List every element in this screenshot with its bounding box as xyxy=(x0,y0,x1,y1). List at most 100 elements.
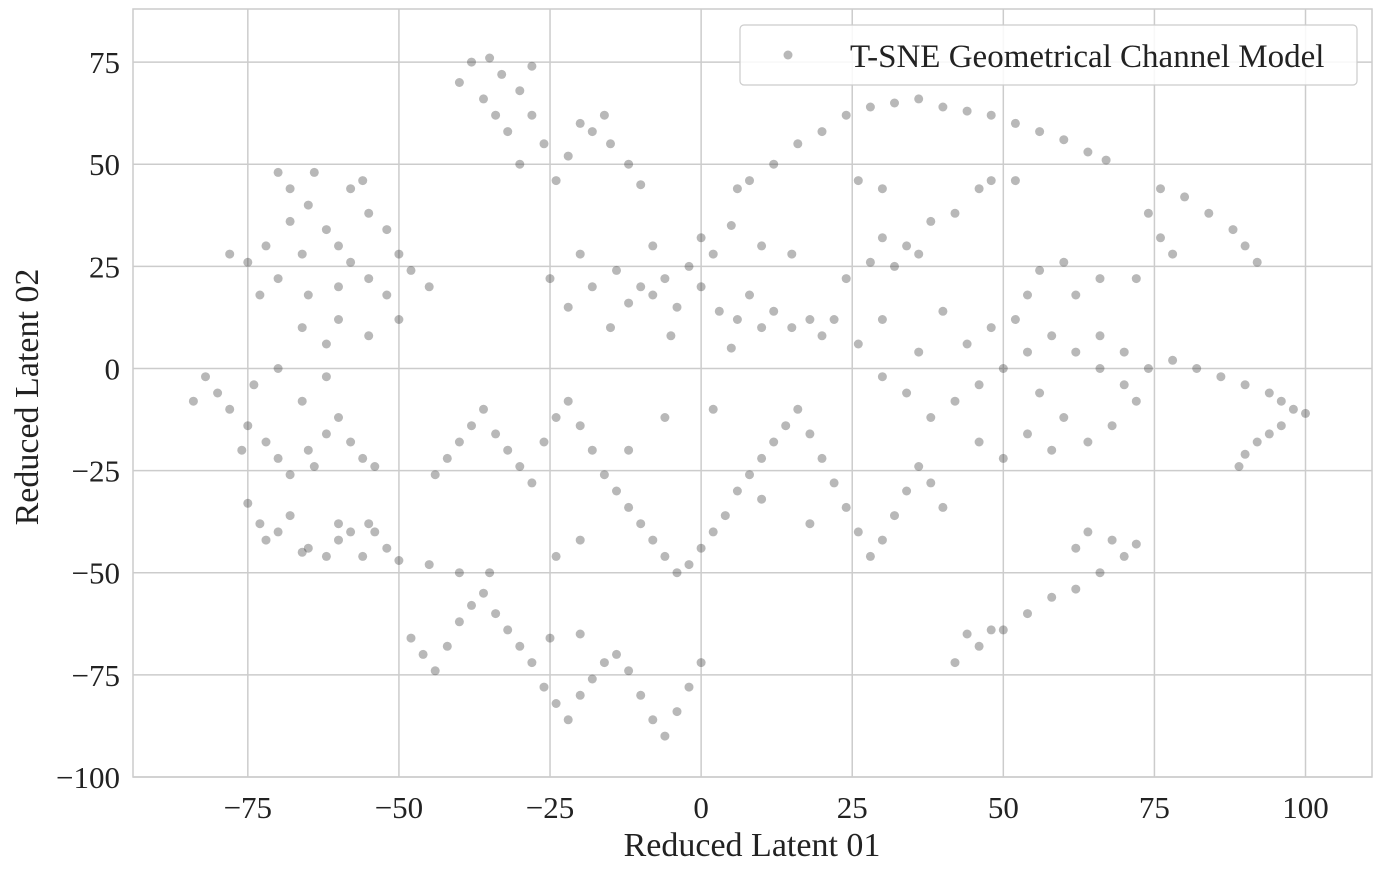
data-point xyxy=(454,568,464,578)
x-axis-label: Reduced Latent 01 xyxy=(624,827,881,864)
data-point xyxy=(1071,584,1081,594)
data-point xyxy=(491,609,501,619)
data-point xyxy=(769,306,779,316)
data-point xyxy=(684,261,694,271)
data-point xyxy=(1119,551,1129,561)
data-point xyxy=(370,462,380,471)
data-point xyxy=(358,551,368,561)
data-point xyxy=(672,568,682,578)
data-point xyxy=(563,302,573,312)
data-point xyxy=(382,543,392,553)
data-point xyxy=(684,560,694,570)
data-point xyxy=(261,535,271,545)
data-point xyxy=(430,470,440,480)
data-point xyxy=(273,274,283,284)
data-point xyxy=(890,511,899,521)
data-point xyxy=(877,184,887,194)
data-point xyxy=(575,421,585,431)
data-point xyxy=(1071,290,1081,300)
data-point xyxy=(890,261,899,271)
data-point xyxy=(303,445,313,455)
data-point xyxy=(261,437,271,447)
data-point xyxy=(575,535,585,545)
data-point xyxy=(575,690,585,700)
data-point xyxy=(479,94,488,104)
data-point xyxy=(249,380,259,390)
data-points xyxy=(188,53,1310,741)
data-point xyxy=(285,216,295,226)
data-point xyxy=(424,560,434,570)
data-point xyxy=(497,69,507,79)
data-point xyxy=(503,445,513,455)
data-point xyxy=(962,339,972,349)
data-point xyxy=(745,176,754,186)
data-point xyxy=(255,519,265,529)
data-point xyxy=(382,290,392,300)
data-point xyxy=(877,372,887,382)
data-point xyxy=(974,437,984,447)
data-point xyxy=(515,641,525,651)
data-point xyxy=(587,127,597,137)
data-point xyxy=(1035,265,1045,275)
data-point xyxy=(1228,225,1238,235)
data-point xyxy=(454,78,464,87)
data-point xyxy=(1143,208,1153,218)
data-point xyxy=(696,233,706,243)
data-point xyxy=(1131,396,1141,406)
x-tick-label: −25 xyxy=(526,790,574,825)
data-point xyxy=(334,241,343,251)
data-point xyxy=(1264,429,1274,439)
data-point xyxy=(612,649,621,659)
data-point xyxy=(624,666,634,676)
data-point xyxy=(841,274,851,284)
data-point xyxy=(1047,331,1057,341)
data-point xyxy=(877,233,887,243)
data-point xyxy=(865,257,875,267)
data-point xyxy=(527,61,537,71)
data-point xyxy=(986,323,996,333)
data-point xyxy=(1204,208,1214,218)
data-point xyxy=(491,429,501,439)
data-point xyxy=(406,265,416,275)
data-point xyxy=(902,486,912,496)
y-tick-label: 0 xyxy=(105,351,121,386)
data-point xyxy=(1192,364,1202,373)
data-point xyxy=(485,568,495,578)
data-point xyxy=(503,625,513,635)
data-point xyxy=(624,445,634,455)
legend: T-SNE Geometrical Channel Model xyxy=(739,24,1358,86)
data-point xyxy=(297,249,307,259)
data-point xyxy=(817,453,827,463)
data-point xyxy=(1023,347,1032,357)
data-point xyxy=(563,396,573,406)
data-point xyxy=(321,339,331,349)
data-point xyxy=(1240,380,1250,390)
x-tick-label: 25 xyxy=(837,790,868,825)
data-point xyxy=(660,413,670,422)
data-point xyxy=(606,139,615,149)
data-point xyxy=(1119,380,1129,390)
data-point xyxy=(890,98,899,108)
data-point xyxy=(696,543,706,553)
data-point xyxy=(708,527,718,537)
data-point xyxy=(321,225,331,235)
data-point xyxy=(757,453,767,463)
data-point xyxy=(938,502,948,512)
data-point xyxy=(364,274,374,284)
data-point xyxy=(1095,364,1105,373)
data-point xyxy=(303,543,313,553)
data-point xyxy=(1168,249,1178,259)
data-point xyxy=(225,404,235,414)
data-point xyxy=(527,478,537,488)
data-point xyxy=(805,519,815,529)
data-point xyxy=(467,57,476,67)
data-point xyxy=(793,404,803,414)
data-point xyxy=(805,315,815,324)
data-point xyxy=(467,421,476,431)
data-point xyxy=(986,176,996,186)
data-point xyxy=(998,453,1008,463)
data-point xyxy=(273,364,283,373)
data-point xyxy=(745,290,754,300)
data-point xyxy=(781,421,791,431)
data-point xyxy=(805,429,815,439)
